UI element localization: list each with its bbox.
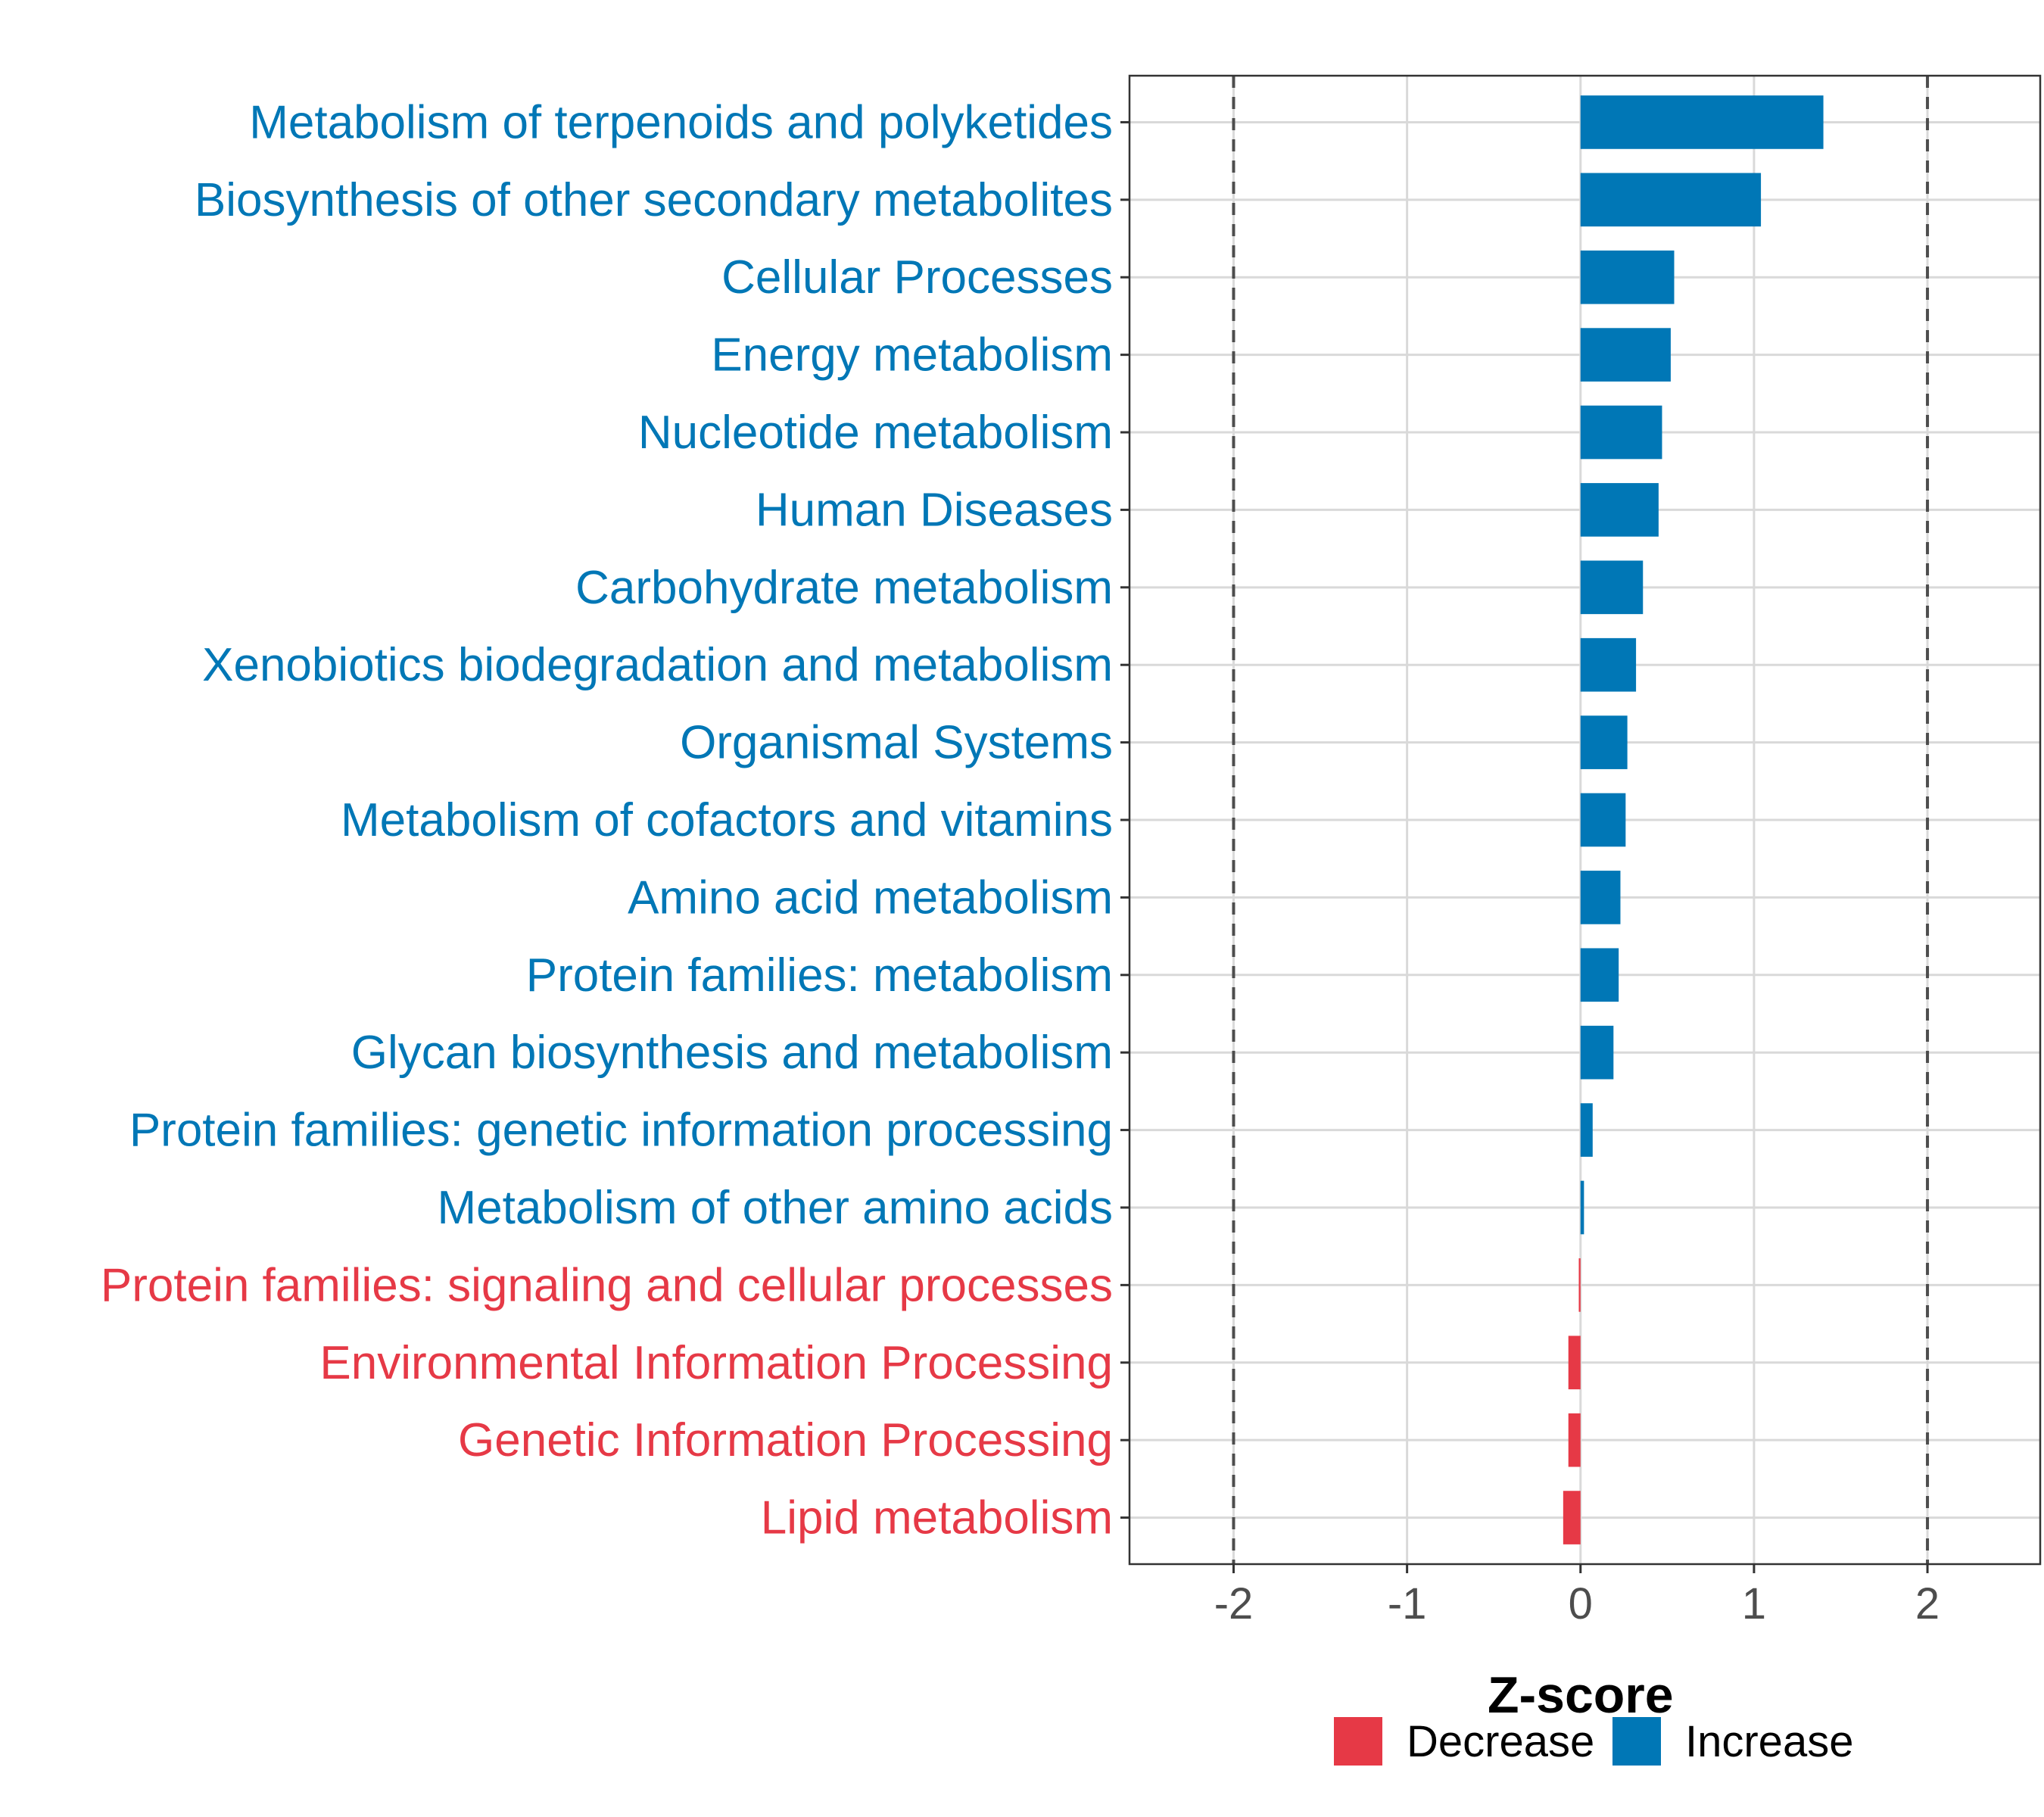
- x-tick-label: -1: [1388, 1579, 1427, 1628]
- category-label: Protein families: genetic information pr…: [129, 1105, 1113, 1157]
- x-tick-label: 2: [1915, 1579, 1940, 1628]
- category-label: Biosynthesis of other secondary metaboli…: [195, 174, 1113, 226]
- bar: [1568, 1335, 1581, 1390]
- bar: [1580, 1103, 1593, 1157]
- bar: [1580, 328, 1671, 382]
- category-label: Carbohydrate metabolism: [575, 562, 1113, 614]
- x-tick-label: -2: [1214, 1579, 1254, 1628]
- legend: Decrease Increase: [1334, 1717, 1853, 1766]
- bar: [1563, 1491, 1581, 1544]
- category-label: Metabolism of terpenoids and polyketides: [249, 96, 1113, 148]
- category-label: Xenobiotics biodegradation and metabolis…: [202, 639, 1113, 691]
- bar: [1580, 637, 1637, 692]
- bar: [1578, 1258, 1581, 1312]
- category-labels: Metabolism of terpenoids and polyketides…: [101, 96, 1113, 1544]
- bar: [1580, 793, 1626, 847]
- bar: [1580, 173, 1762, 227]
- bar: [1580, 948, 1619, 1002]
- category-label: Protein families: metabolism: [526, 949, 1113, 1002]
- category-label: Energy metabolism: [711, 329, 1113, 382]
- bar: [1580, 483, 1659, 537]
- x-tick-label: 1: [1742, 1579, 1766, 1628]
- category-label: Cellular Processes: [721, 251, 1113, 304]
- reference-lines: [1232, 76, 1930, 1564]
- bar: [1580, 1180, 1584, 1235]
- y-axis-ticks: [1120, 120, 1129, 1519]
- category-label: Amino acid metabolism: [628, 871, 1113, 924]
- bar: [1580, 871, 1621, 924]
- legend-swatch-decrease: [1334, 1717, 1382, 1766]
- legend-label-increase: Increase: [1685, 1717, 1853, 1766]
- legend-label-decrease: Decrease: [1407, 1717, 1594, 1766]
- bar: [1580, 250, 1675, 304]
- x-axis-title: Z-score: [1488, 1666, 1674, 1724]
- bar: [1568, 1413, 1581, 1467]
- bars: [1563, 95, 1824, 1544]
- category-label: Metabolism of cofactors and vitamins: [341, 794, 1113, 846]
- category-label: Lipid metabolism: [761, 1492, 1113, 1544]
- category-label: Genetic Information Processing: [458, 1414, 1113, 1466]
- category-label: Organismal Systems: [680, 717, 1113, 769]
- category-label: Glycan biosynthesis and metabolism: [351, 1027, 1113, 1079]
- category-label: Human Diseases: [756, 484, 1113, 536]
- bar: [1580, 1025, 1614, 1080]
- x-tick-label: 0: [1569, 1579, 1593, 1628]
- x-axis-ticks: -2 -1 0 1 2: [1214, 1564, 1940, 1628]
- category-label: Protein families: signaling and cellular…: [101, 1259, 1113, 1311]
- category-label: Nucleotide metabolism: [638, 407, 1113, 459]
- bar: [1580, 405, 1662, 460]
- category-label: Environmental Information Processing: [319, 1337, 1113, 1389]
- category-label: Metabolism of other amino acids: [437, 1182, 1113, 1234]
- bar: [1580, 560, 1644, 615]
- bar: [1580, 715, 1628, 769]
- bar: [1580, 95, 1824, 149]
- legend-swatch-increase: [1612, 1717, 1661, 1766]
